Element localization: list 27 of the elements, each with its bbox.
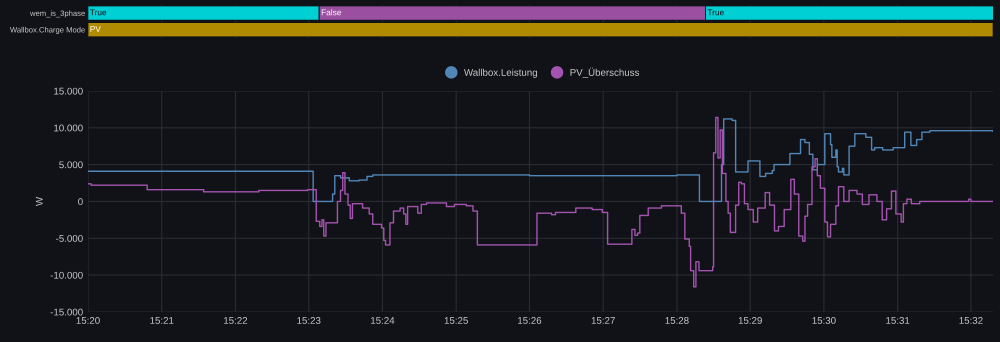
x-tick-label: 15:22 (224, 317, 248, 324)
x-tick-label: 15:24 (371, 317, 394, 324)
data-label: False (322, 9, 342, 16)
y-tick-label: 15.000 (54, 88, 83, 95)
x-tick-label: 15:21 (150, 317, 174, 324)
x-tick-label: 15:27 (592, 317, 615, 324)
data-label: True (708, 10, 724, 16)
legend-label: Wallbox.Leistung (464, 68, 537, 78)
x-tick-label: 15:20 (76, 317, 100, 324)
y-tick-label: 5.000 (59, 161, 83, 168)
y-tick-label: 0 (78, 198, 83, 206)
y-axis-title: W (36, 196, 43, 206)
data-label: True (90, 10, 106, 16)
legend-label: PV_Überschuss (570, 68, 640, 78)
y-tick-label: -10.000 (50, 272, 83, 279)
x-tick-label: 15:28 (665, 317, 689, 324)
y-tick-label: -15.000 (50, 308, 83, 316)
x-tick-label: 15:26 (518, 317, 542, 324)
y-tick-label: -5.000 (56, 234, 83, 242)
x-tick-label: 15:31 (886, 317, 910, 324)
x-tick-label: 15:23 (297, 317, 320, 324)
x-tick-label: 15:30 (812, 317, 836, 324)
x-tick-label: 15:32 (960, 317, 983, 324)
x-tick-label: 15:25 (444, 317, 468, 324)
y-tick-label: 10.000 (54, 124, 83, 132)
x-tick-label: 15:29 (738, 317, 762, 324)
data-label: PV (90, 26, 101, 32)
